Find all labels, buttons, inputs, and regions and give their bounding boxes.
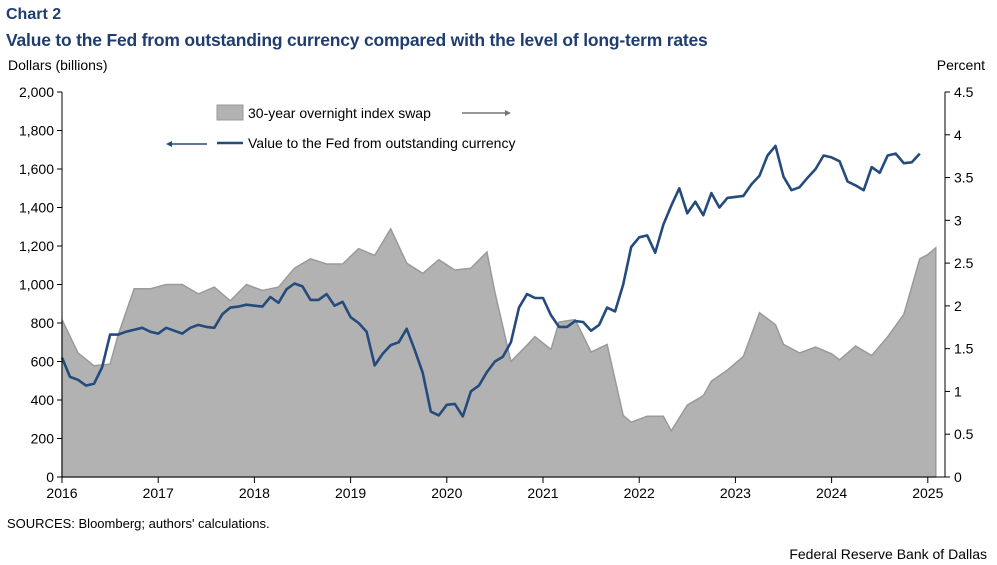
left-tick-label: 1,800 <box>19 123 54 139</box>
chart-title: Value to the Fed from outstanding curren… <box>6 30 708 50</box>
credit-note: Federal Reserve Bank of Dallas <box>789 546 987 562</box>
left-tick-label: 800 <box>31 315 55 331</box>
left-tick-label: 2,000 <box>19 84 54 100</box>
currency-value-line <box>60 144 921 418</box>
legend-arrowhead-right-icon <box>505 110 511 116</box>
left-tick-label: 1,000 <box>19 277 54 293</box>
left-tick-label: 0 <box>46 469 54 485</box>
x-tick-label: 2021 <box>527 485 558 501</box>
left-tick-label: 1,600 <box>19 161 54 177</box>
legend-label-line: Value to the Fed from outstanding curren… <box>248 135 515 151</box>
right-tick-label: 0.5 <box>954 426 974 442</box>
x-tick-label: 2024 <box>816 485 847 501</box>
right-tick-label: 4 <box>954 127 962 143</box>
legend-arrowhead-left-icon <box>166 141 172 147</box>
x-tick-label: 2016 <box>46 485 77 501</box>
x-tick-label: 2018 <box>239 485 270 501</box>
x-tick-label: 2019 <box>335 485 366 501</box>
right-tick-label: 3 <box>954 212 962 228</box>
right-axis-unit: Percent <box>936 57 985 73</box>
legend-label-area: 30-year overnight index swap <box>248 105 431 121</box>
right-tick-label: 1.5 <box>954 341 974 357</box>
x-tick-label: 2017 <box>143 485 174 501</box>
legend-swatch-area <box>216 104 244 121</box>
left-tick-label: 200 <box>31 431 55 447</box>
left-tick-label: 1,200 <box>19 238 54 254</box>
source-note: SOURCES: Bloomberg; authors' calculation… <box>7 516 270 531</box>
swap-area-series <box>61 227 937 478</box>
left-tick-label: 400 <box>31 392 55 408</box>
right-tick-label: 3.5 <box>954 170 974 186</box>
right-tick-label: 2.5 <box>954 255 974 271</box>
left-tick-label: 1,400 <box>19 200 54 216</box>
x-tick-label: 2020 <box>431 485 462 501</box>
left-axis-unit: Dollars (billions) <box>8 57 108 73</box>
x-tick-label: 2022 <box>624 485 655 501</box>
right-tick-label: 2 <box>954 298 962 314</box>
left-tick-label: 600 <box>31 354 55 370</box>
right-tick-label: 0 <box>954 469 962 485</box>
right-tick-label: 1 <box>954 383 962 399</box>
chart-label: Chart 2 <box>6 6 62 23</box>
x-tick-label: 2023 <box>720 485 751 501</box>
x-tick-label: 2025 <box>912 485 943 501</box>
right-tick-label: 4.5 <box>954 84 974 100</box>
